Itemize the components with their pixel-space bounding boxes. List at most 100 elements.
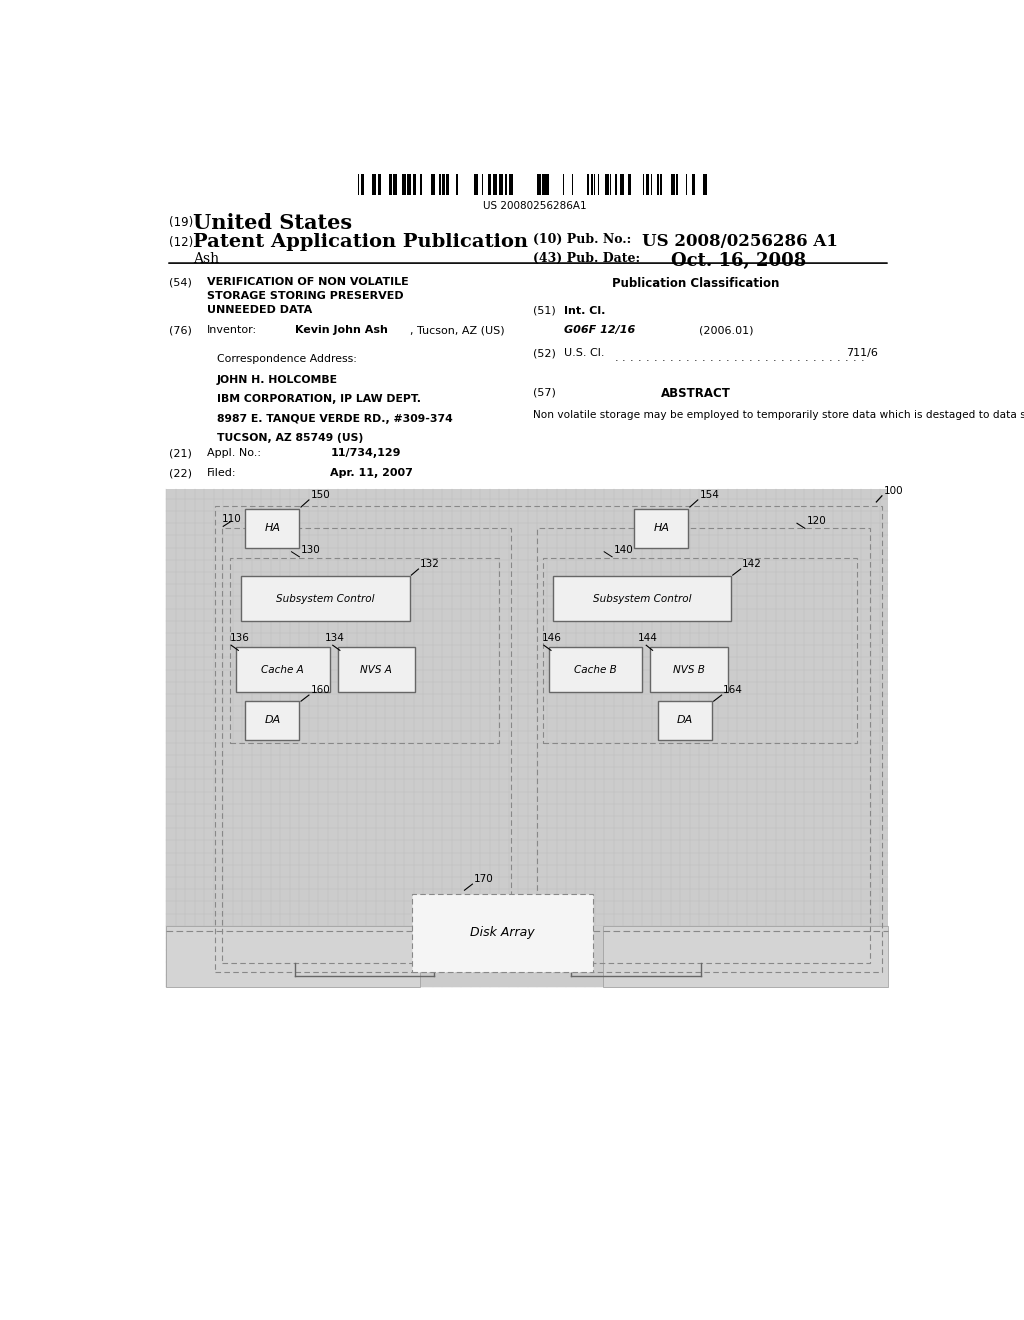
Text: .: . bbox=[733, 352, 737, 363]
Text: .: . bbox=[670, 352, 674, 363]
Text: DA: DA bbox=[677, 715, 693, 726]
Bar bbox=[657, 174, 658, 195]
Text: 8987 E. TANQUE VERDE RD., #309-374: 8987 E. TANQUE VERDE RD., #309-374 bbox=[217, 413, 453, 424]
Bar bbox=[553, 576, 731, 620]
Text: .: . bbox=[701, 352, 706, 363]
Text: 142: 142 bbox=[742, 560, 762, 569]
Text: Apr. 11, 2007: Apr. 11, 2007 bbox=[331, 469, 414, 478]
Bar bbox=[650, 647, 728, 692]
Text: 136: 136 bbox=[229, 634, 250, 643]
Text: .: . bbox=[852, 352, 856, 363]
Text: .: . bbox=[654, 352, 657, 363]
Text: .: . bbox=[820, 352, 824, 363]
Text: .: . bbox=[805, 352, 808, 363]
Text: Disk Array: Disk Array bbox=[470, 927, 535, 940]
Bar bbox=[166, 925, 420, 987]
Text: 11/734,129: 11/734,129 bbox=[331, 447, 400, 458]
Text: .: . bbox=[646, 352, 649, 363]
Text: 132: 132 bbox=[420, 560, 440, 569]
Text: , Tucson, AZ (US): , Tucson, AZ (US) bbox=[410, 325, 505, 335]
Bar bbox=[537, 528, 870, 964]
Text: .: . bbox=[797, 352, 801, 363]
Bar bbox=[442, 174, 444, 195]
Text: 146: 146 bbox=[543, 634, 562, 643]
Text: .: . bbox=[781, 352, 784, 363]
Bar bbox=[598, 174, 599, 195]
Bar bbox=[378, 174, 381, 195]
Bar bbox=[474, 174, 478, 195]
Text: .: . bbox=[630, 352, 634, 363]
Text: (76): (76) bbox=[169, 325, 193, 335]
Text: 150: 150 bbox=[310, 490, 331, 500]
Text: 140: 140 bbox=[613, 545, 634, 554]
Text: U.S. Cl.: U.S. Cl. bbox=[564, 348, 605, 359]
Text: (2006.01): (2006.01) bbox=[699, 325, 754, 335]
Text: NVS A: NVS A bbox=[360, 665, 392, 675]
Bar bbox=[615, 174, 616, 195]
Bar bbox=[456, 174, 458, 195]
Bar bbox=[166, 488, 888, 987]
Text: 160: 160 bbox=[310, 685, 331, 696]
Text: 110: 110 bbox=[221, 515, 242, 524]
Text: Ash: Ash bbox=[194, 252, 219, 265]
Bar bbox=[549, 647, 642, 692]
Text: DA: DA bbox=[264, 715, 281, 726]
Bar bbox=[401, 174, 406, 195]
Text: .: . bbox=[623, 352, 626, 363]
Text: ABSTRACT: ABSTRACT bbox=[660, 387, 730, 400]
Text: (19): (19) bbox=[169, 216, 194, 230]
Text: Correspondence Address:: Correspondence Address: bbox=[217, 354, 356, 363]
Text: Filed:: Filed: bbox=[207, 469, 237, 478]
Text: NVS B: NVS B bbox=[673, 665, 705, 675]
Text: (10) Pub. No.:: (10) Pub. No.: bbox=[532, 232, 631, 246]
Text: JOHN H. HOLCOMBE: JOHN H. HOLCOMBE bbox=[217, 375, 338, 385]
Bar bbox=[605, 174, 609, 195]
Bar bbox=[571, 174, 573, 195]
Text: .: . bbox=[662, 352, 666, 363]
Text: .: . bbox=[614, 352, 617, 363]
Text: HA: HA bbox=[264, 523, 281, 533]
Text: Cache A: Cache A bbox=[261, 665, 304, 675]
Bar bbox=[446, 174, 449, 195]
Bar bbox=[509, 174, 513, 195]
Bar bbox=[215, 506, 882, 972]
Text: (43) Pub. Date:: (43) Pub. Date: bbox=[532, 252, 640, 265]
Text: 154: 154 bbox=[699, 490, 719, 500]
Text: 120: 120 bbox=[807, 516, 826, 527]
Text: .: . bbox=[686, 352, 689, 363]
Bar bbox=[692, 174, 694, 195]
Bar bbox=[500, 174, 503, 195]
Text: .: . bbox=[725, 352, 729, 363]
Text: .: . bbox=[718, 352, 721, 363]
Text: 134: 134 bbox=[325, 634, 345, 643]
Bar bbox=[628, 174, 631, 195]
Text: .: . bbox=[757, 352, 761, 363]
Bar bbox=[439, 174, 441, 195]
Bar bbox=[242, 576, 410, 620]
Text: 130: 130 bbox=[301, 545, 321, 554]
Bar bbox=[537, 174, 541, 195]
Text: (57): (57) bbox=[532, 387, 556, 397]
Text: .: . bbox=[765, 352, 769, 363]
Bar bbox=[407, 174, 411, 195]
Text: Appl. No.:: Appl. No.: bbox=[207, 447, 261, 458]
Text: .: . bbox=[837, 352, 840, 363]
Text: Int. Cl.: Int. Cl. bbox=[564, 306, 606, 315]
Bar bbox=[229, 558, 500, 743]
Text: IBM CORPORATION, IP LAW DEPT.: IBM CORPORATION, IP LAW DEPT. bbox=[217, 395, 421, 404]
Bar bbox=[488, 174, 492, 195]
Bar bbox=[166, 925, 888, 987]
Bar bbox=[621, 174, 624, 195]
Bar bbox=[703, 174, 708, 195]
Text: .: . bbox=[828, 352, 833, 363]
Bar bbox=[412, 894, 593, 972]
Text: Publication Classification: Publication Classification bbox=[611, 277, 779, 290]
Text: (22): (22) bbox=[169, 469, 193, 478]
Text: Kevin John Ash: Kevin John Ash bbox=[295, 325, 387, 335]
Text: Inventor:: Inventor: bbox=[207, 325, 257, 335]
Bar bbox=[686, 174, 687, 195]
Bar bbox=[431, 174, 435, 195]
Bar bbox=[236, 647, 330, 692]
Bar bbox=[671, 174, 675, 195]
Text: 711/6: 711/6 bbox=[846, 348, 878, 359]
